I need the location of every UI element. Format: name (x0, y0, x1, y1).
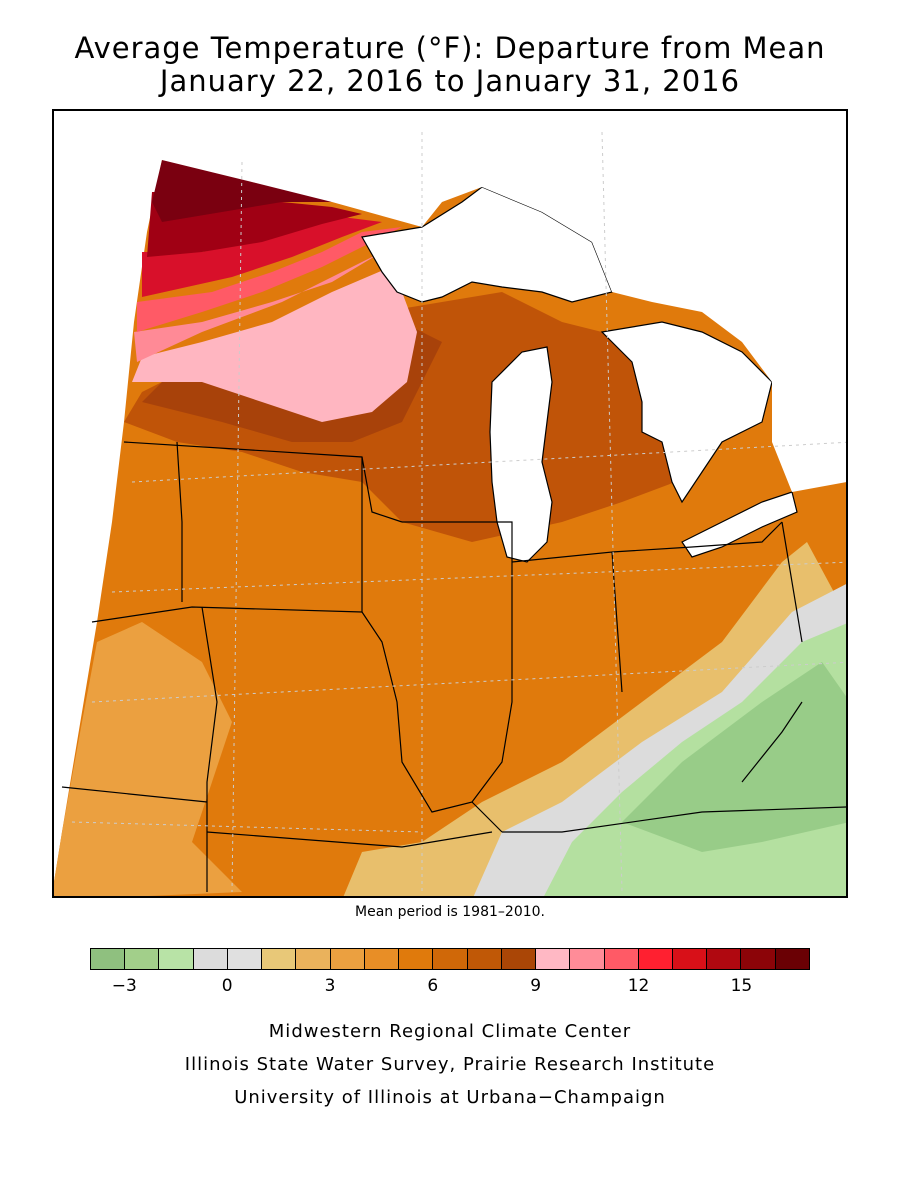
lake-erie (681, 491, 798, 558)
legend-swatch (330, 949, 365, 969)
graticule-lines (71, 131, 846, 893)
credit-mrcc: Midwestern Regional Climate Center (268, 1021, 632, 1042)
legend-swatch (227, 949, 263, 969)
legend-swatch (125, 949, 160, 969)
state-boundaries (61, 441, 846, 892)
legend-tick-label: 3 (324, 976, 336, 996)
region-light-orange-west (54, 622, 242, 896)
mean-period-note: Mean period is 1981–2010. (355, 904, 545, 920)
legend-tick-label: −3 (111, 976, 137, 996)
legend-swatch (296, 949, 331, 969)
legend-swatch (741, 949, 776, 969)
credit-uiuc: University of Illinois at Urbana−Champai… (234, 1087, 666, 1108)
canada-region (162, 112, 846, 492)
legend-swatch (262, 949, 297, 969)
map-date-range: January 22, 2016 to January 31, 2016 (159, 64, 741, 98)
legend-tick-label: 15 (730, 976, 753, 996)
region-pink (134, 230, 422, 362)
legend-swatch (91, 949, 126, 969)
region-rose (137, 227, 402, 332)
region-light-pink (132, 227, 442, 422)
legend-swatch (399, 949, 434, 969)
color-legend-bar (90, 948, 810, 970)
lake-superior (361, 186, 613, 303)
legend-swatch (536, 949, 571, 969)
legend-swatch (570, 949, 605, 969)
temperature-departure-map (54, 112, 846, 896)
legend-swatch (159, 949, 194, 969)
legend-swatch (501, 949, 537, 969)
map-title: Average Temperature (°F): Departure from… (74, 31, 826, 65)
lake-huron (600, 321, 773, 504)
legend-tick-label: 12 (627, 976, 650, 996)
legend-swatch (433, 949, 468, 969)
lake-michigan (489, 346, 553, 563)
legend-swatch (775, 949, 809, 969)
legend-swatch (604, 949, 639, 969)
legend-tick-labels: −3 0 3 6 9 12 15 (0, 976, 900, 1000)
credit-isws: Illinois State Water Survey, Prairie Res… (184, 1054, 716, 1075)
legend-tick-label: 0 (221, 976, 233, 996)
region-dark-green (622, 662, 846, 852)
map-panel (52, 109, 848, 898)
legend-swatch (193, 949, 228, 969)
legend-tick-label: 9 (530, 976, 542, 996)
region-red (142, 217, 382, 297)
legend-swatch (638, 949, 673, 969)
legend-swatch (364, 949, 400, 969)
legend-tick-label: 6 (427, 976, 439, 996)
legend-swatch (467, 949, 502, 969)
legend-swatch (707, 949, 742, 969)
legend-swatch (672, 949, 708, 969)
